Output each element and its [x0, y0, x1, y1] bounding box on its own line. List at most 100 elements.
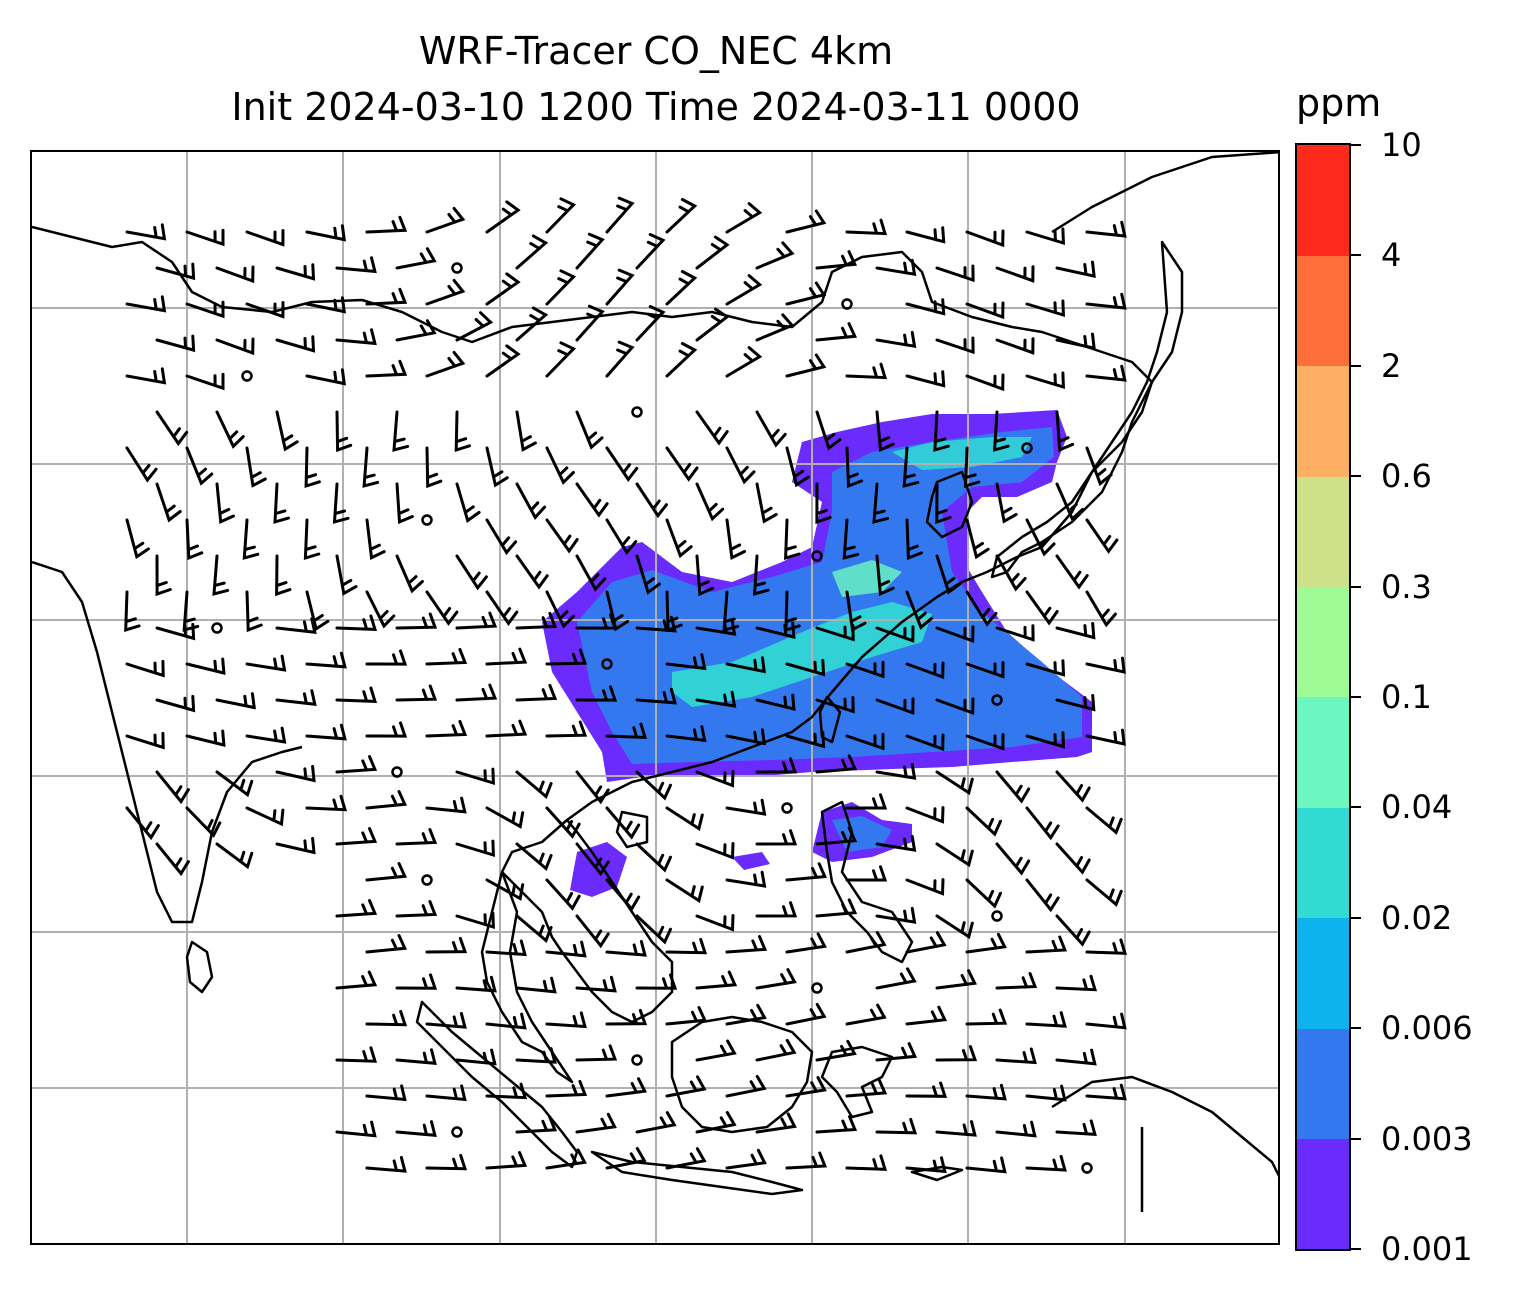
wind-barb [695, 770, 735, 788]
wind-barb [935, 914, 974, 940]
wind-barb [635, 233, 666, 270]
colorbar-tick [1351, 254, 1361, 257]
wind-barb [1055, 410, 1075, 453]
wind-barb [515, 554, 549, 590]
wind-barb [485, 647, 528, 666]
wind-barb [485, 719, 528, 738]
wind-barb [455, 554, 488, 591]
colorbar-tick [1351, 696, 1361, 698]
wind-barb [695, 914, 735, 932]
wind-barb [605, 940, 647, 957]
wind-barb [965, 932, 1007, 954]
wind-barb [365, 934, 408, 954]
colorbar-tick [1351, 1137, 1361, 1140]
wind-barb [335, 686, 378, 703]
plume-small [732, 852, 770, 870]
wind-barb [395, 828, 438, 846]
colorbar-segment [1297, 586, 1349, 698]
wind-barb [845, 218, 888, 236]
wind-barb [785, 932, 827, 954]
wind-barb [665, 937, 708, 955]
wind-barb [275, 837, 316, 855]
wind-barb [815, 754, 858, 774]
wind-barb [455, 839, 495, 858]
wind-barb [1025, 935, 1068, 954]
wind-barb [725, 202, 763, 234]
wind-barb [905, 878, 945, 896]
wind-barb [455, 683, 498, 702]
coast-japan [990, 240, 1184, 579]
wind-barb [155, 482, 182, 523]
colorbar-segment [1297, 917, 1349, 1029]
wind-barb [665, 653, 707, 671]
wind-barb [305, 590, 330, 632]
wind-barb [365, 1009, 408, 1027]
wind-barb [365, 590, 396, 629]
wind-barb [1025, 659, 1066, 677]
wind-barb [605, 1077, 647, 1098]
calm-wind-marker [601, 658, 613, 670]
calm-wind-marker [991, 694, 1003, 706]
wind-barb [1055, 1048, 1097, 1066]
wind-barb [665, 1006, 708, 1026]
wind-barb [725, 656, 766, 674]
wind-barb [395, 554, 424, 594]
wind-barbs [124, 196, 1128, 1174]
wind-barb [545, 197, 577, 234]
wind-barb [575, 842, 610, 877]
wind-barb [485, 1012, 527, 1030]
wind-barb [725, 728, 766, 746]
wind-barb [575, 685, 618, 702]
wind-barb [905, 298, 946, 316]
wind-barb [575, 554, 607, 592]
wind-barb [875, 697, 915, 715]
wind-barb [1025, 731, 1066, 749]
wind-barb [575, 482, 609, 518]
wind-barb [185, 657, 226, 675]
wind-barb [335, 410, 353, 453]
wind-barb [725, 1148, 767, 1170]
wind-barb [995, 265, 1035, 283]
wind-barb [605, 268, 635, 306]
wind-barb [425, 647, 468, 666]
calm-wind-marker [841, 298, 853, 310]
wind-barb [755, 410, 787, 448]
wind-barb [695, 1039, 737, 1062]
coast-timor [910, 1165, 964, 1182]
wind-barb [935, 770, 974, 796]
colorbar-tick-label: 0.02 [1381, 898, 1453, 937]
wind-barb [425, 796, 467, 814]
wind-barb [125, 295, 167, 313]
wind-barb [392, 410, 410, 452]
wind-barb [485, 272, 521, 306]
wind-barb [365, 862, 408, 882]
wind-barb [395, 319, 437, 342]
wind-barb [665, 1075, 707, 1098]
wind-barb [725, 798, 767, 816]
wind-barb [965, 878, 1002, 909]
wind-barb [935, 625, 975, 644]
wind-barb [275, 554, 292, 597]
wind-barb [485, 939, 527, 957]
wind-barb [545, 1079, 588, 1098]
wind-barb [755, 241, 795, 270]
wind-barb [515, 1115, 558, 1134]
wind-barb [545, 1011, 587, 1029]
wind-barb [635, 842, 672, 873]
wind-barb [935, 1120, 977, 1137]
wind-barb [755, 621, 796, 639]
wind-barb [905, 370, 946, 388]
wind-barb [845, 865, 888, 882]
wind-barb [155, 694, 196, 713]
wind-barb [785, 353, 827, 378]
wind-barb [815, 624, 855, 642]
wind-barb [395, 482, 414, 525]
wind-barb [605, 806, 641, 840]
wind-barb [875, 834, 917, 852]
colorbar-segment [1297, 145, 1349, 256]
colorbar-segment [1297, 807, 1349, 919]
wind-barb [695, 618, 737, 636]
wind-barb [875, 967, 917, 990]
calm-wind-marker [451, 262, 463, 274]
wind-barb [545, 806, 581, 839]
